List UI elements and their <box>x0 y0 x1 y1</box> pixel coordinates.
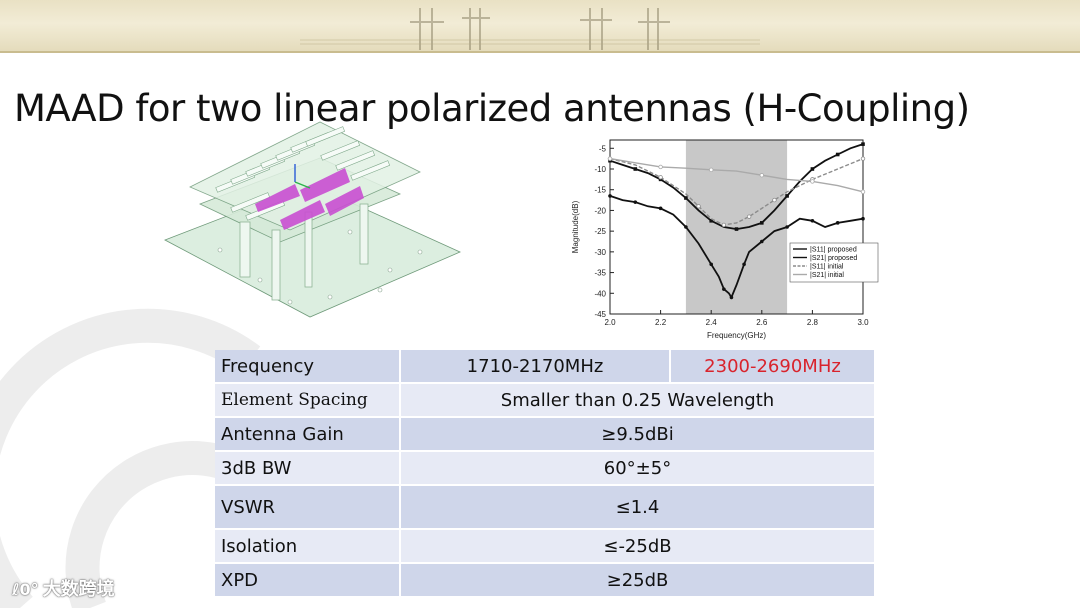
data-point <box>658 164 663 170</box>
data-point <box>835 152 840 157</box>
x-tick-label: 3.0 <box>857 318 869 327</box>
data-point <box>709 218 713 223</box>
data-point <box>658 206 663 211</box>
data-point <box>861 216 865 221</box>
row-label-vswr: VSWR <box>215 485 401 530</box>
y-tick-label: -35 <box>594 269 606 278</box>
watermark: ℓ0° 大数跨境 <box>12 575 115 601</box>
data-point <box>860 156 866 161</box>
table-row-frequency: Frequency 1710-2170MHz 2300-2690MHz <box>215 350 876 384</box>
y-tick-label: -40 <box>594 289 606 298</box>
y-tick-label: -5 <box>599 144 607 153</box>
s-parameter-chart: -5 -10 -15 -20 -25 -30 -35 -40 -452.0 2.2 2.4 2.6 2.… <box>566 126 880 352</box>
y-tick-label: -25 <box>594 227 606 236</box>
table-row: 3dB BW 60°±5° <box>215 451 876 486</box>
table-row: Element Spacing Smaller than 0.25 Wavele… <box>215 383 876 418</box>
legend-entry: |S11| initial <box>810 264 844 271</box>
data-point <box>746 214 752 219</box>
slide-title: MAAD for two linear polarized antennas (… <box>14 86 970 130</box>
table-row: XPD ≥25dB <box>215 563 876 598</box>
series-line-2 <box>609 157 864 226</box>
value-antenna-gain: ≥9.5dBi <box>400 417 876 452</box>
value-3db-bw: 60°±5° <box>400 451 876 486</box>
data-point <box>742 262 746 267</box>
data-point <box>607 156 613 161</box>
data-point <box>658 175 663 180</box>
table-row: VSWR ≤1.4 <box>215 485 876 530</box>
value-xpd: ≥25dB <box>400 563 876 598</box>
watermark-text: 大数跨境 <box>42 579 115 600</box>
band1-frequency: 1710-2170MHz <box>400 350 671 384</box>
value-vswr: ≤1.4 <box>400 485 876 530</box>
row-label-3db-bw: 3dB BW <box>215 451 401 486</box>
data-point <box>633 167 638 171</box>
data-point <box>785 194 789 198</box>
row-label-frequency: Frequency <box>215 350 401 384</box>
data-point <box>760 239 764 244</box>
value-isolation: ≤-25dB <box>400 529 876 564</box>
x-tick-label: 2.4 <box>706 318 718 327</box>
data-point <box>861 142 865 146</box>
data-point <box>785 225 789 229</box>
data-point <box>633 200 638 204</box>
highlight-band <box>685 140 788 314</box>
x-tick-label: 2.8 <box>807 318 819 327</box>
table-row: Antenna Gain ≥9.5dBi <box>215 417 876 452</box>
x-tick-label: 2.2 <box>655 318 667 327</box>
y-axis-label: Magnitude(dB) <box>571 200 580 253</box>
series-line-3 <box>609 157 864 193</box>
data-point <box>734 227 739 231</box>
y-tick-label: -30 <box>594 248 606 257</box>
antenna-3d-model-icon <box>164 121 461 318</box>
y-tick-label: -10 <box>594 165 606 174</box>
y-tick-label: -45 <box>594 310 606 319</box>
legend-entry: |S11| proposed <box>810 247 857 254</box>
data-point <box>696 204 701 209</box>
data-point <box>729 295 734 300</box>
row-label-isolation: Isolation <box>215 529 401 564</box>
data-point <box>608 194 612 198</box>
row-label-element-spacing: Element Spacing <box>215 383 401 418</box>
data-point <box>708 167 714 173</box>
row-label-antenna-gain: Antenna Gain <box>215 417 401 452</box>
row-label-xpd: XPD <box>215 563 401 598</box>
data-point <box>810 179 815 184</box>
data-point <box>759 173 764 178</box>
banner-divider <box>0 51 1080 53</box>
data-point <box>835 221 840 225</box>
data-point <box>709 262 713 267</box>
spec-table: Frequency 1710-2170MHz 2300-2690MHz Elem… <box>215 350 876 598</box>
legend-entry: |S21| initial <box>810 272 844 279</box>
table-row: Isolation ≤-25dB <box>215 529 876 564</box>
data-point <box>722 287 726 291</box>
x-tick-label: 2.0 <box>604 318 616 327</box>
y-tick-label: -15 <box>594 186 606 195</box>
data-point <box>810 218 815 223</box>
x-axis-label: Frequency(GHz) <box>707 331 766 340</box>
data-point <box>721 222 727 228</box>
data-point <box>760 221 764 225</box>
value-element-spacing: Smaller than 0.25 Wavelength <box>400 383 876 418</box>
band2-frequency: 2300-2690MHz <box>670 350 876 384</box>
header-banner <box>0 0 1080 52</box>
legend-entry: |S21| proposed <box>810 255 857 262</box>
x-tick-label: 2.6 <box>756 318 768 327</box>
data-point <box>684 225 688 229</box>
data-point <box>810 167 815 171</box>
data-point <box>772 197 777 203</box>
plot-frame <box>609 139 864 315</box>
watermark-logo-icon: ℓ0° <box>12 580 39 599</box>
banner-decoration <box>300 8 760 50</box>
data-point <box>860 189 866 194</box>
data-point <box>684 196 688 200</box>
y-tick-label: -20 <box>594 206 606 215</box>
